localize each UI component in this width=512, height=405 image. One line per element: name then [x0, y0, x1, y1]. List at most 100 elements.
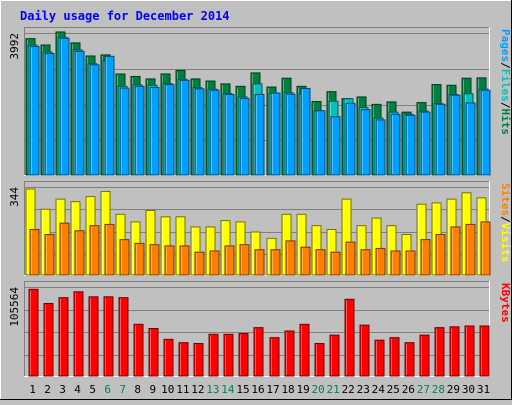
bar-kbytes-day-9 — [148, 327, 159, 377]
day-label-25: 25 — [387, 383, 400, 396]
bar-pages-day-10 — [164, 84, 175, 176]
bar-sites-day-9 — [149, 244, 160, 276]
bar-kbytes-day-4 — [73, 291, 84, 377]
bar-pages-day-14 — [224, 93, 235, 176]
bar-sites-day-10 — [164, 245, 175, 276]
bar-pages-day-9 — [149, 86, 160, 176]
day-label-18: 18 — [281, 383, 294, 396]
bar-sites-day-6 — [104, 223, 115, 276]
bar-sites-day-4 — [74, 230, 85, 276]
day-labels: 1 2 3 4 5 6 7 8 9 10 11 12 13 14 15 16 17 18 19 20 21 22 23 24 2… — [29, 383, 490, 396]
bar-pages-day-15 — [239, 97, 250, 176]
bar-kbytes-day-20 — [314, 342, 325, 377]
bar-pages-day-8 — [134, 85, 145, 176]
bar-pages-day-16 — [254, 93, 265, 176]
day-label-15: 15 — [236, 383, 249, 396]
day-label-26: 26 — [402, 383, 415, 396]
bar-pages-day-11 — [179, 79, 190, 176]
day-label-3: 3 — [59, 383, 66, 396]
bar-kbytes-day-6 — [103, 296, 114, 377]
panel-3: 105564 KBytes — [8, 281, 512, 377]
bar-pages-day-23 — [360, 109, 371, 176]
bar-pages-day-4 — [74, 50, 85, 176]
bar-sites-day-11 — [179, 245, 190, 276]
panel-2: 344 Sites/Visits — [8, 181, 512, 276]
day-label-14: 14 — [221, 383, 235, 396]
series-axis-label: KBytes — [499, 283, 512, 323]
day-label-28: 28 — [432, 383, 445, 396]
bar-kbytes-day-19 — [299, 323, 310, 377]
panel-1: 3992 Pages/Files/Hits — [8, 27, 512, 176]
bar-pages-day-20 — [315, 110, 326, 176]
bar-sites-day-1 — [29, 228, 40, 276]
bar-pages-day-1 — [29, 45, 40, 176]
bar-pages-day-12 — [194, 88, 205, 176]
bar-pages-day-27 — [420, 111, 431, 176]
bar-kbytes-day-30 — [464, 325, 475, 377]
bar-pages-day-6 — [104, 55, 115, 176]
legend-kbytes: KBytes — [499, 283, 512, 323]
bar-sites-day-3 — [59, 222, 70, 276]
day-label-21: 21 — [327, 383, 340, 396]
day-label-27: 27 — [417, 383, 430, 396]
bar-sites-day-27 — [420, 239, 431, 276]
bar-sites-day-25 — [390, 250, 401, 276]
bar-kbytes-day-14 — [223, 333, 234, 377]
bar-pages-day-29 — [450, 94, 461, 176]
day-label-4: 4 — [74, 383, 81, 396]
bar-pages-day-7 — [119, 87, 130, 176]
bar-pages-day-19 — [300, 87, 311, 176]
bar-sites-day-31 — [480, 221, 491, 276]
bar-sites-day-7 — [119, 239, 130, 276]
bar-kbytes-day-28 — [434, 327, 445, 377]
bar-kbytes-day-11 — [178, 342, 189, 377]
legend-separator: / — [499, 216, 512, 223]
y-max-label: 3992 — [8, 33, 21, 60]
bar-kbytes-day-1 — [28, 288, 39, 377]
day-label-11: 11 — [176, 383, 189, 396]
bar-kbytes-day-23 — [359, 324, 370, 377]
day-label-24: 24 — [372, 383, 386, 396]
bar-kbytes-day-21 — [329, 334, 340, 377]
day-label-6: 6 — [104, 383, 111, 396]
day-label-29: 29 — [447, 383, 460, 396]
bar-kbytes-day-16 — [253, 327, 264, 377]
legend-visits: Visits — [499, 223, 512, 263]
bar-kbytes-day-2 — [43, 302, 54, 377]
bar-sites-day-30 — [465, 223, 476, 276]
bar-kbytes-day-26 — [404, 342, 415, 377]
day-label-23: 23 — [357, 383, 370, 396]
bar-sites-day-5 — [89, 225, 100, 276]
bar-pages-day-5 — [89, 64, 100, 176]
day-label-2: 2 — [44, 383, 51, 396]
bar-kbytes-day-5 — [88, 296, 99, 377]
bar-kbytes-day-31 — [479, 325, 490, 377]
day-label-17: 17 — [266, 383, 279, 396]
bar-sites-day-29 — [450, 226, 461, 276]
series-axis-label: Sites/Visits — [499, 183, 512, 263]
day-label-10: 10 — [161, 383, 174, 396]
bar-sites-day-16 — [254, 249, 265, 276]
bar-sites-day-20 — [315, 249, 326, 276]
day-label-16: 16 — [251, 383, 264, 396]
day-label-30: 30 — [462, 383, 475, 396]
day-label-22: 22 — [342, 383, 355, 396]
legend-separator: / — [499, 102, 512, 109]
bar-kbytes-day-3 — [58, 297, 69, 377]
bar-pages-day-2 — [44, 52, 55, 176]
day-label-5: 5 — [89, 383, 96, 396]
bar-sites-day-12 — [194, 251, 205, 276]
day-label-12: 12 — [191, 383, 204, 396]
legend-files: Files — [499, 69, 512, 102]
bar-sites-day-24 — [375, 247, 386, 276]
bar-kbytes-day-13 — [208, 333, 219, 377]
day-label-8: 8 — [134, 383, 141, 396]
bar-sites-day-28 — [435, 234, 446, 276]
bar-pages-day-3 — [59, 37, 70, 176]
bar-sites-day-18 — [285, 240, 296, 276]
bar-pages-day-24 — [375, 119, 386, 176]
day-label-20: 20 — [312, 383, 325, 396]
